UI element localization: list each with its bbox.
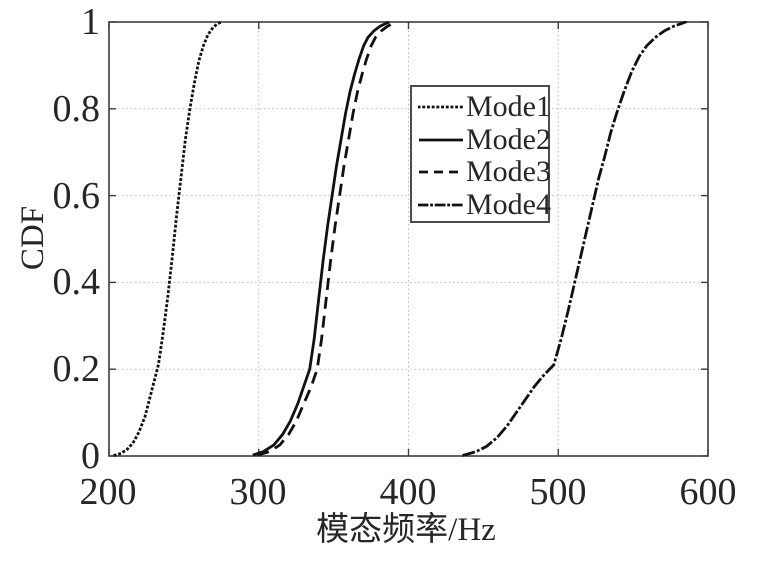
cdf-curve-mode2 (252, 21, 390, 457)
dashdot-line-sample-icon (418, 203, 464, 206)
cdf-curve-mode1 (113, 21, 224, 457)
x-axis-label: 模态频率/Hz (316, 512, 496, 548)
legend-label: Mode4 (466, 187, 551, 221)
y-tick-label: 0.4 (52, 261, 101, 303)
legend-label: Mode3 (466, 155, 551, 189)
cdf-curve-mode3 (256, 21, 396, 457)
legend-label: Mode2 (466, 122, 551, 156)
dotted-line-sample-icon (418, 105, 464, 109)
x-tick-label: 400 (379, 471, 437, 513)
y-tick-label: 0.6 (52, 175, 101, 217)
legend-label: Mode1 (466, 90, 551, 124)
x-tick-label: 200 (79, 471, 137, 513)
solid-line-sample-icon (419, 138, 463, 142)
dashed-line-sample-icon (419, 170, 463, 174)
legend-item-mode2: Mode2 (418, 122, 551, 156)
y-tick-label: 0.8 (52, 88, 101, 130)
cdf-curve-mode4 (462, 21, 688, 457)
y-axis-label: CDF (15, 205, 51, 271)
x-tick-label: 500 (529, 471, 587, 513)
y-tick-label: 1 (81, 1, 100, 43)
y-tick-label: 0 (81, 435, 100, 477)
legend: Mode1 Mode2 Mode3 Mode4 (410, 85, 551, 223)
x-tick-label: 600 (679, 471, 737, 513)
y-tick-label: 0.2 (52, 348, 101, 390)
legend-item-mode1: Mode1 (418, 90, 551, 124)
legend-item-mode3: Mode3 (418, 155, 551, 189)
legend-item-mode4: Mode4 (418, 187, 551, 221)
x-tick-label: 300 (229, 471, 287, 513)
